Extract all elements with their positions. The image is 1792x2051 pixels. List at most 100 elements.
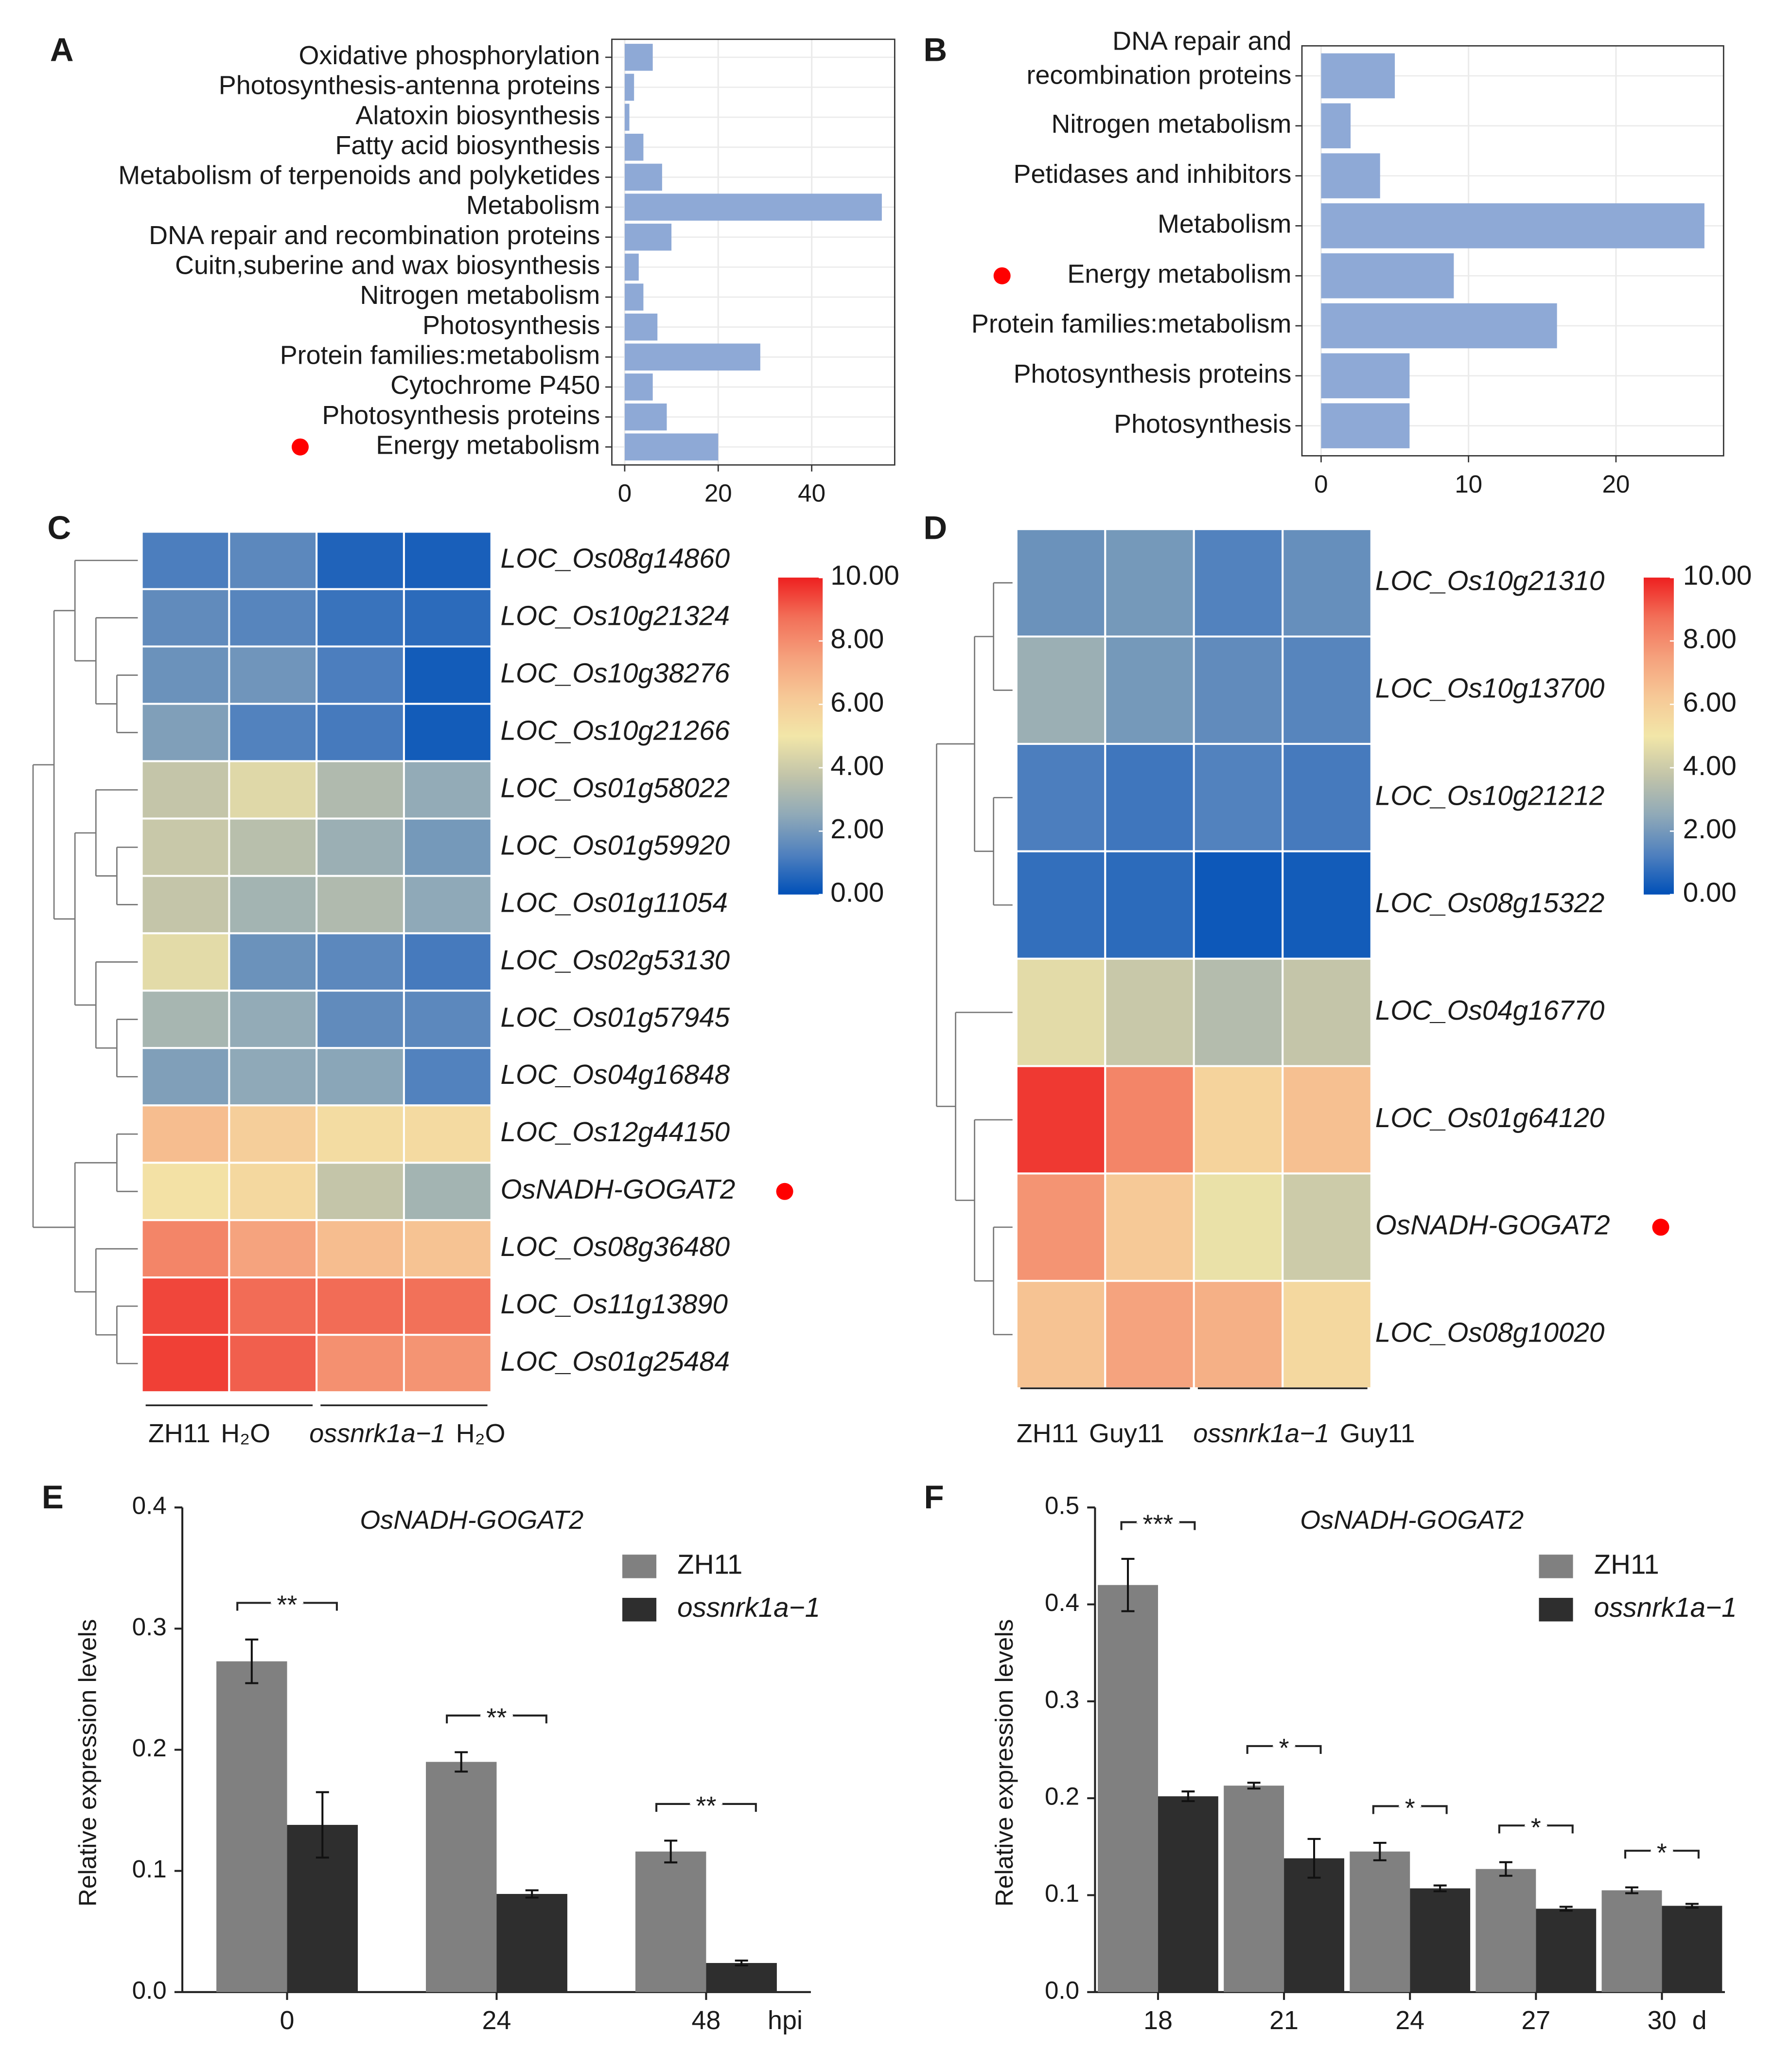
bar	[624, 44, 653, 71]
x-tick-label: 10	[1455, 470, 1482, 498]
panel-label: A	[50, 32, 74, 69]
heat-cell	[1282, 743, 1372, 852]
heat-cell	[1193, 1280, 1284, 1390]
heat-cell	[1104, 1280, 1195, 1390]
heat-cell	[1282, 957, 1372, 1067]
bar	[624, 283, 644, 311]
error-bar	[525, 1889, 539, 1899]
y-axis-label: Relative expression levels	[73, 1619, 101, 1907]
x-tick-label: 24	[482, 2006, 511, 2035]
heat-cell	[403, 990, 492, 1049]
row-label: LOC_Os01g57945	[501, 1002, 730, 1032]
row-label: LOC_Os01g64120	[1375, 1102, 1605, 1133]
category-label: Oxidative phosphorylation	[299, 41, 600, 70]
colorbar-label: 2.00	[830, 813, 884, 844]
bar	[1321, 353, 1410, 399]
row-label: LOC_Os01g11054	[501, 887, 728, 918]
bar	[1321, 403, 1410, 448]
legend-swatch	[1539, 1555, 1573, 1578]
heat-cell	[141, 530, 230, 590]
heat-cell	[403, 588, 492, 648]
heat-cell	[1193, 850, 1284, 960]
heat-cell	[228, 1104, 318, 1164]
bar	[1321, 103, 1351, 149]
row-label: OsNADH-GOGAT2	[1375, 1210, 1610, 1240]
heat-cell	[316, 1276, 405, 1336]
bar	[1321, 203, 1704, 248]
heat-cell	[1282, 1172, 1372, 1282]
x-tick-label: 0	[280, 2006, 295, 2035]
category-label: Nitrogen metabolism	[1052, 109, 1292, 139]
row-label: LOC_Os12g44150	[501, 1116, 730, 1147]
heat-cell	[1104, 1065, 1195, 1175]
heat-cell	[1104, 636, 1195, 745]
heat-cell	[1193, 636, 1284, 745]
x-tick-label: 40	[798, 479, 826, 507]
heat-cell	[1193, 528, 1284, 638]
row-label: LOC_Os10g21266	[501, 715, 730, 745]
category-label: Photosynthesis proteins	[1014, 359, 1292, 389]
error-bar	[1373, 1841, 1387, 1861]
significance-bracket	[1372, 1805, 1448, 1814]
heat-cell	[403, 1334, 492, 1394]
y-tick-label: 0.0	[1045, 1976, 1079, 2004]
row-label: LOC_Os04g16848	[501, 1059, 730, 1090]
colorbar-label: 10.00	[830, 560, 899, 591]
significance-label: **	[696, 1791, 716, 1821]
row-label: LOC_Os04g16770	[1375, 995, 1605, 1026]
colorbar-label: 10.00	[1683, 560, 1752, 591]
heat-cell	[228, 990, 318, 1049]
x-tick-label: 24	[1395, 2006, 1424, 2035]
heat-cell	[403, 1162, 492, 1221]
heat-cell	[316, 990, 405, 1049]
legend-swatch	[622, 1555, 657, 1578]
row-label: LOC_Os08g14860	[501, 543, 730, 573]
heat-cell	[228, 530, 318, 590]
colorbar-label: 6.00	[1683, 687, 1737, 717]
bar	[624, 253, 639, 281]
heat-cell	[141, 932, 230, 992]
bar	[624, 133, 644, 161]
group-treatment: H₂O	[456, 1419, 506, 1448]
bar	[1350, 1851, 1410, 1992]
panel-label: B	[923, 32, 947, 69]
heat-cell	[1193, 957, 1284, 1067]
row-label: LOC_Os10g38276	[501, 657, 730, 688]
bar	[624, 223, 672, 251]
group-genotype: ossnrk1a−1	[1193, 1419, 1329, 1448]
error-bar	[316, 1791, 329, 1859]
heat-cell	[141, 1104, 230, 1164]
heat-cell	[1015, 528, 1107, 638]
heat-cell	[228, 645, 318, 705]
heat-cell	[141, 990, 230, 1049]
bar	[1098, 1585, 1158, 1992]
heat-cell	[141, 703, 230, 762]
plot-border	[1301, 45, 1724, 457]
bar	[1321, 253, 1454, 299]
category-label: Cytochrome P450	[390, 371, 600, 400]
heat-cell	[1015, 957, 1107, 1067]
row-label: LOC_Os10g21324	[501, 600, 730, 631]
category-label: Photosynthesis proteins	[322, 401, 600, 430]
y-tick-label: 0.1	[132, 1855, 167, 1883]
heat-cell	[228, 817, 318, 877]
heat-cell	[228, 760, 318, 820]
colorbar-label: 0.00	[1683, 877, 1737, 908]
category-label: Cuitn,suberine and wax biosynthesis	[175, 251, 600, 280]
y-tick-label: 0.1	[1045, 1879, 1079, 1907]
legend-swatch	[622, 1598, 657, 1622]
heat-cell	[403, 1219, 492, 1279]
significance-bracket	[1624, 1850, 1700, 1859]
chart-title: OsNADH-GOGAT2	[360, 1505, 583, 1535]
heat-cell	[403, 645, 492, 705]
bar	[1601, 1890, 1662, 1992]
heat-cell	[141, 817, 230, 877]
heat-cell	[403, 875, 492, 935]
heat-cell	[403, 760, 492, 820]
heat-cell	[403, 1047, 492, 1107]
error-bar	[245, 1638, 259, 1684]
heat-cell	[1015, 743, 1107, 852]
heat-cell	[1015, 850, 1107, 960]
group-label: ZH11 H₂O	[148, 1419, 270, 1448]
bar	[1662, 1906, 1722, 1992]
